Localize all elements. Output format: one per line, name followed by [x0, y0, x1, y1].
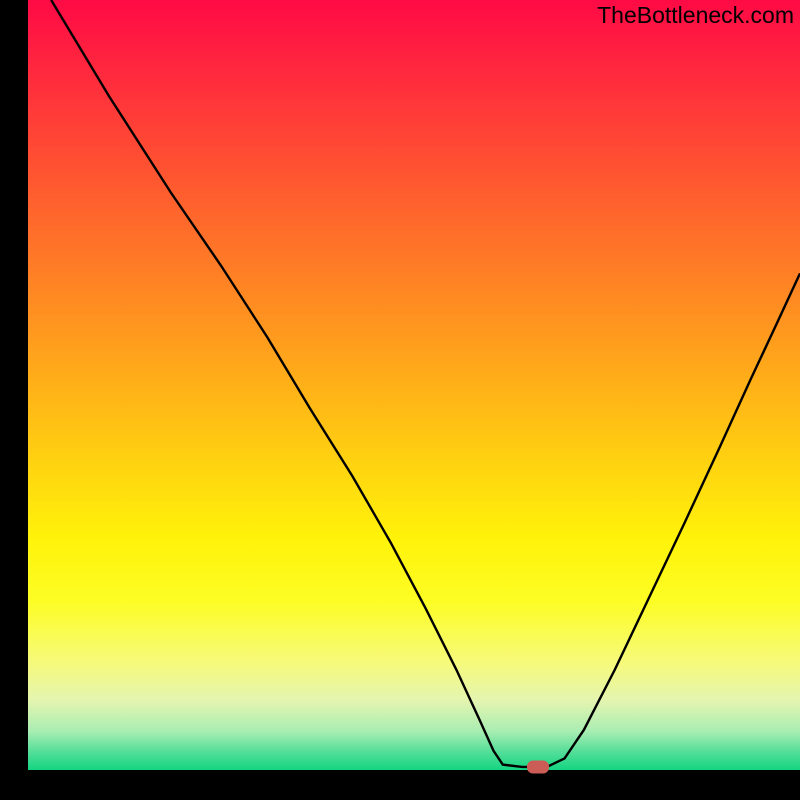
watermark-text: TheBottleneck.com — [597, 2, 794, 28]
plot-area: TheBottleneck.com — [28, 0, 800, 770]
bottleneck-curve — [51, 0, 800, 767]
watermark: TheBottleneck.com — [597, 2, 794, 29]
optimal-point-marker — [527, 760, 549, 773]
curve-svg — [28, 0, 800, 770]
